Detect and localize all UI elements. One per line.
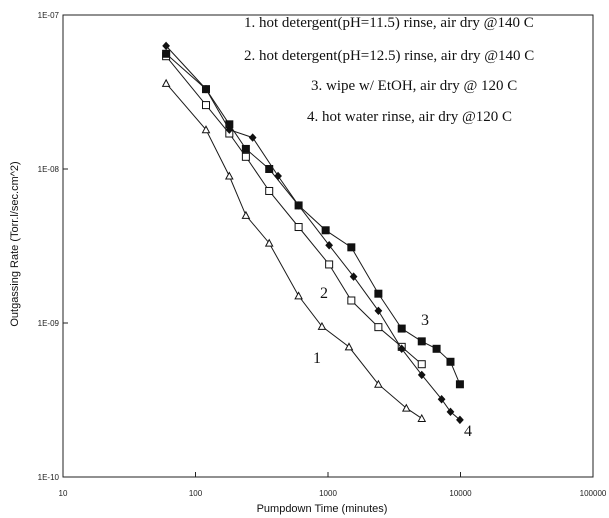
series-layer [161, 41, 464, 425]
curve-label-4: 4 [464, 423, 472, 440]
legend-entry-2: 2. hot detergent(pH=12.5) rinse, air dry… [244, 48, 534, 64]
curve-label-3: 3 [421, 312, 429, 329]
series-2-point [374, 323, 383, 332]
series-2-point [417, 360, 426, 369]
series-1 [161, 78, 427, 422]
y-tick-label: 1E-09 [38, 319, 60, 328]
y-axis-ticks: 1E-07 1E-08 1E-09 1E-10 [38, 11, 68, 482]
series-4-point [162, 41, 170, 51]
y-tick-label: 1E-07 [38, 11, 60, 20]
y-tick-label: 1E-08 [38, 165, 60, 174]
series-1-point [241, 210, 251, 219]
x-tick-label: 100 [189, 489, 203, 498]
series-3 [162, 49, 464, 389]
series-4 [162, 41, 464, 425]
series-3-point [241, 144, 250, 153]
series-3-point [162, 49, 171, 58]
series-3-point [432, 344, 441, 353]
series-4-point [325, 240, 334, 250]
y-axis-label: Outgassing Rate (Torr.l/sec.cm^2) [9, 161, 21, 326]
legend-entry-3: 3. wipe w/ EtOH, air dry @ 120 C [311, 78, 517, 94]
x-tick-label: 100000 [580, 489, 607, 498]
legend-entry-1: 1. hot detergent(pH=11.5) rinse, air dry… [244, 15, 534, 31]
series-4-point [202, 84, 210, 94]
legend: 1. hot detergent(pH=11.5) rinse, air dry… [244, 15, 534, 125]
series-1-point [201, 125, 211, 134]
series-2 [162, 52, 426, 369]
series-4-point [374, 306, 383, 316]
curve-label-2: 2 [320, 285, 328, 302]
series-2-point [325, 260, 334, 269]
series-3-point [397, 324, 406, 333]
series-4-point [397, 344, 406, 354]
series-3-point [374, 289, 383, 298]
series-3-point [446, 357, 455, 366]
series-2-point [201, 101, 210, 110]
series-3-line [165, 53, 461, 385]
series-4-line [165, 45, 461, 421]
curve-label-1: 1 [313, 350, 321, 367]
x-tick-label: 10 [59, 489, 68, 498]
series-3-point [417, 337, 426, 346]
series-1-point [344, 342, 354, 351]
series-3-point [265, 165, 274, 173]
series-1-point [264, 238, 274, 247]
series-4-point [437, 394, 446, 404]
series-4-point [456, 415, 464, 425]
series-4-point [349, 272, 358, 281]
series-4-point [225, 125, 234, 134]
x-axis-ticks: 10 100 1000 10000 100000 [59, 472, 607, 498]
series-2-point [347, 296, 356, 305]
series-1-point [374, 379, 383, 388]
series-1-point [224, 171, 234, 180]
curve-labels: 1 2 3 4 [313, 285, 472, 440]
series-3-point [455, 380, 464, 389]
series-1-point [317, 321, 327, 330]
series-1-line [165, 82, 423, 419]
x-tick-label: 1000 [319, 489, 337, 498]
series-4-point [294, 201, 303, 210]
series-4-point [446, 407, 455, 417]
series-2-point [265, 186, 274, 195]
series-1-point [161, 78, 171, 87]
series-1-point [294, 291, 303, 300]
series-4-point [274, 171, 282, 181]
x-tick-label: 10000 [449, 489, 472, 498]
series-2-point [241, 152, 250, 161]
series-4-point [248, 133, 257, 142]
y-tick-label: 1E-10 [38, 473, 60, 482]
series-3-point [347, 243, 356, 252]
x-axis-label: Pumpdown Time (minutes) [257, 503, 388, 515]
series-3-point [321, 226, 330, 235]
series-2-point [294, 223, 303, 232]
legend-entry-4: 4. hot water rinse, air dry @120 C [307, 109, 512, 125]
series-1-point [417, 413, 427, 422]
series-4-point [417, 370, 426, 380]
series-1-point [401, 403, 411, 412]
